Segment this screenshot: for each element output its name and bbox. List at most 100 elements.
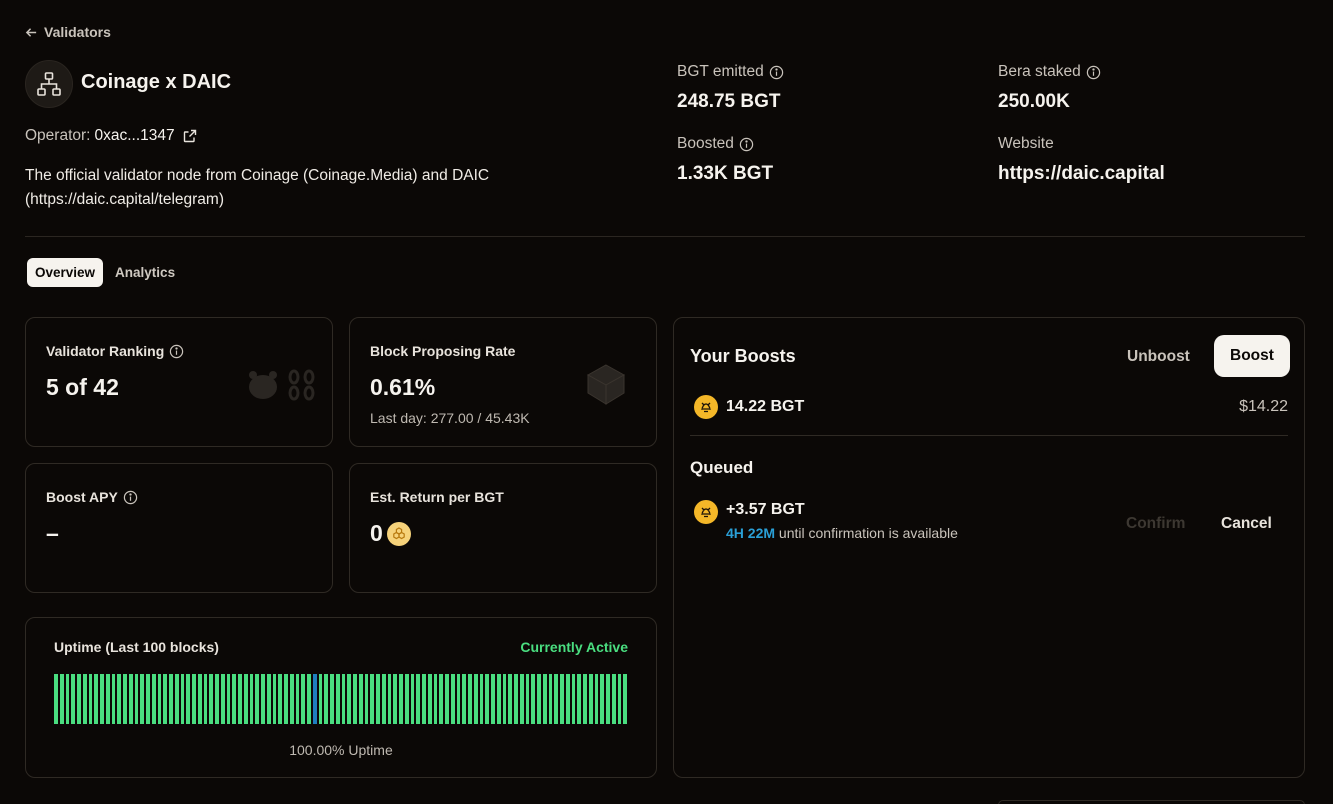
uptime-block-bar[interactable] [583,674,587,724]
uptime-block-bar[interactable] [479,674,484,724]
uptime-block-bar[interactable] [571,674,576,724]
uptime-block-bar[interactable] [100,674,104,724]
uptime-block-bar[interactable] [376,674,380,724]
uptime-block-bar[interactable] [295,674,300,724]
uptime-block-bar[interactable] [54,674,58,724]
uptime-block-bar[interactable] [312,674,317,724]
uptime-block-bar[interactable] [370,674,374,724]
uptime-block-bar[interactable] [82,674,87,724]
uptime-block-bar[interactable] [358,674,363,724]
uptime-block-bar[interactable] [450,674,455,724]
uptime-block-bar[interactable] [278,674,282,724]
uptime-block-bar[interactable] [335,674,340,724]
uptime-block-bar[interactable] [88,674,93,724]
uptime-block-bar[interactable] [617,674,622,724]
uptime-block-bar[interactable] [548,674,553,724]
website-link[interactable]: https://daic.capital [998,163,1165,184]
uptime-block-bar[interactable] [307,674,311,724]
uptime-block-bar[interactable] [341,674,346,724]
uptime-block-bar[interactable] [117,674,121,724]
uptime-block-bar[interactable] [163,674,167,724]
uptime-block-bar[interactable] [203,674,208,724]
uptime-block-bar[interactable] [462,674,466,724]
uptime-block-bar[interactable] [353,674,357,724]
uptime-block-bar[interactable] [393,674,397,724]
uptime-block-bar[interactable] [577,674,581,724]
uptime-block-bar[interactable] [468,674,472,724]
uptime-block-bar[interactable] [416,674,420,724]
uptime-block-bar[interactable] [71,674,75,724]
uptime-block-bar[interactable] [399,674,403,724]
uptime-block-bar[interactable] [514,674,518,724]
uptime-block-bar[interactable] [439,674,443,724]
uptime-block-bar[interactable] [192,674,196,724]
uptime-block-bar[interactable] [65,674,70,724]
uptime-block-bar[interactable] [243,674,248,724]
uptime-block-bar[interactable] [611,674,616,724]
uptime-block-bar[interactable] [255,674,259,724]
uptime-block-bar[interactable] [496,674,501,724]
uptime-block-bar[interactable] [123,674,127,724]
uptime-block-bar[interactable] [519,674,524,724]
uptime-block-bar[interactable] [318,674,323,724]
uptime-block-bar[interactable] [180,674,185,724]
uptime-block-bar[interactable] [427,674,432,724]
uptime-block-bar[interactable] [232,674,236,724]
uptime-block-bar[interactable] [330,674,334,724]
uptime-block-bar[interactable] [594,674,599,724]
uptime-block-bar[interactable] [197,674,202,724]
uptime-block-bar[interactable] [542,674,547,724]
uptime-block-bar[interactable] [209,674,213,724]
operator-address[interactable]: 0xac...1347 [94,127,175,144]
uptime-block-bar[interactable] [284,674,288,724]
uptime-block-bar[interactable] [134,674,139,724]
uptime-block-bar[interactable] [220,674,225,724]
uptime-block-bar[interactable] [508,674,512,724]
uptime-block-bar[interactable] [473,674,478,724]
uptime-block-bar[interactable] [186,674,190,724]
uptime-block-bar[interactable] [531,674,535,724]
uptime-block-bar[interactable] [387,674,392,724]
uptime-block-bar[interactable] [59,674,64,724]
uptime-block-bar[interactable] [445,674,449,724]
tab-overview[interactable]: Overview [27,258,104,287]
uptime-block-bar[interactable] [77,674,81,724]
uptime-block-bar[interactable] [140,674,144,724]
uptime-block-bar[interactable] [226,674,231,724]
uptime-block-bar[interactable] [381,674,386,724]
unboost-button[interactable]: Unboost [1127,348,1190,365]
uptime-block-bar[interactable] [94,674,98,724]
uptime-block-bar[interactable] [410,674,415,724]
uptime-block-bar[interactable] [146,674,150,724]
confirm-button[interactable]: Confirm [1126,515,1186,532]
uptime-block-bar[interactable] [266,674,271,724]
uptime-block-bar[interactable] [560,674,564,724]
info-icon[interactable] [123,490,138,505]
uptime-block-bar[interactable] [600,674,604,724]
uptime-block-bar[interactable] [272,674,277,724]
uptime-block-bar[interactable] [347,674,351,724]
uptime-block-bar[interactable] [324,674,328,724]
external-link-icon[interactable] [183,129,197,143]
uptime-block-bar[interactable] [111,674,116,724]
uptime-block-bar[interactable] [537,674,541,724]
uptime-block-bar[interactable] [289,674,294,724]
uptime-block-bar[interactable] [565,674,570,724]
uptime-block-bar[interactable] [491,674,495,724]
uptime-block-bar[interactable] [502,674,507,724]
uptime-block-bar[interactable] [588,674,593,724]
uptime-block-bar[interactable] [215,674,219,724]
info-icon[interactable] [169,344,184,359]
uptime-block-bar[interactable] [525,674,530,724]
uptime-block-bar[interactable] [105,674,110,724]
cancel-button[interactable]: Cancel [1221,515,1272,532]
uptime-block-bar[interactable] [301,674,305,724]
uptime-block-bar[interactable] [404,674,409,724]
uptime-block-bar[interactable] [433,674,438,724]
boost-button[interactable]: Boost [1214,335,1290,377]
uptime-block-bar[interactable] [157,674,162,724]
info-icon[interactable] [1086,65,1101,80]
info-icon[interactable] [769,65,784,80]
uptime-block-bar[interactable] [456,674,461,724]
info-icon[interactable] [739,137,754,152]
